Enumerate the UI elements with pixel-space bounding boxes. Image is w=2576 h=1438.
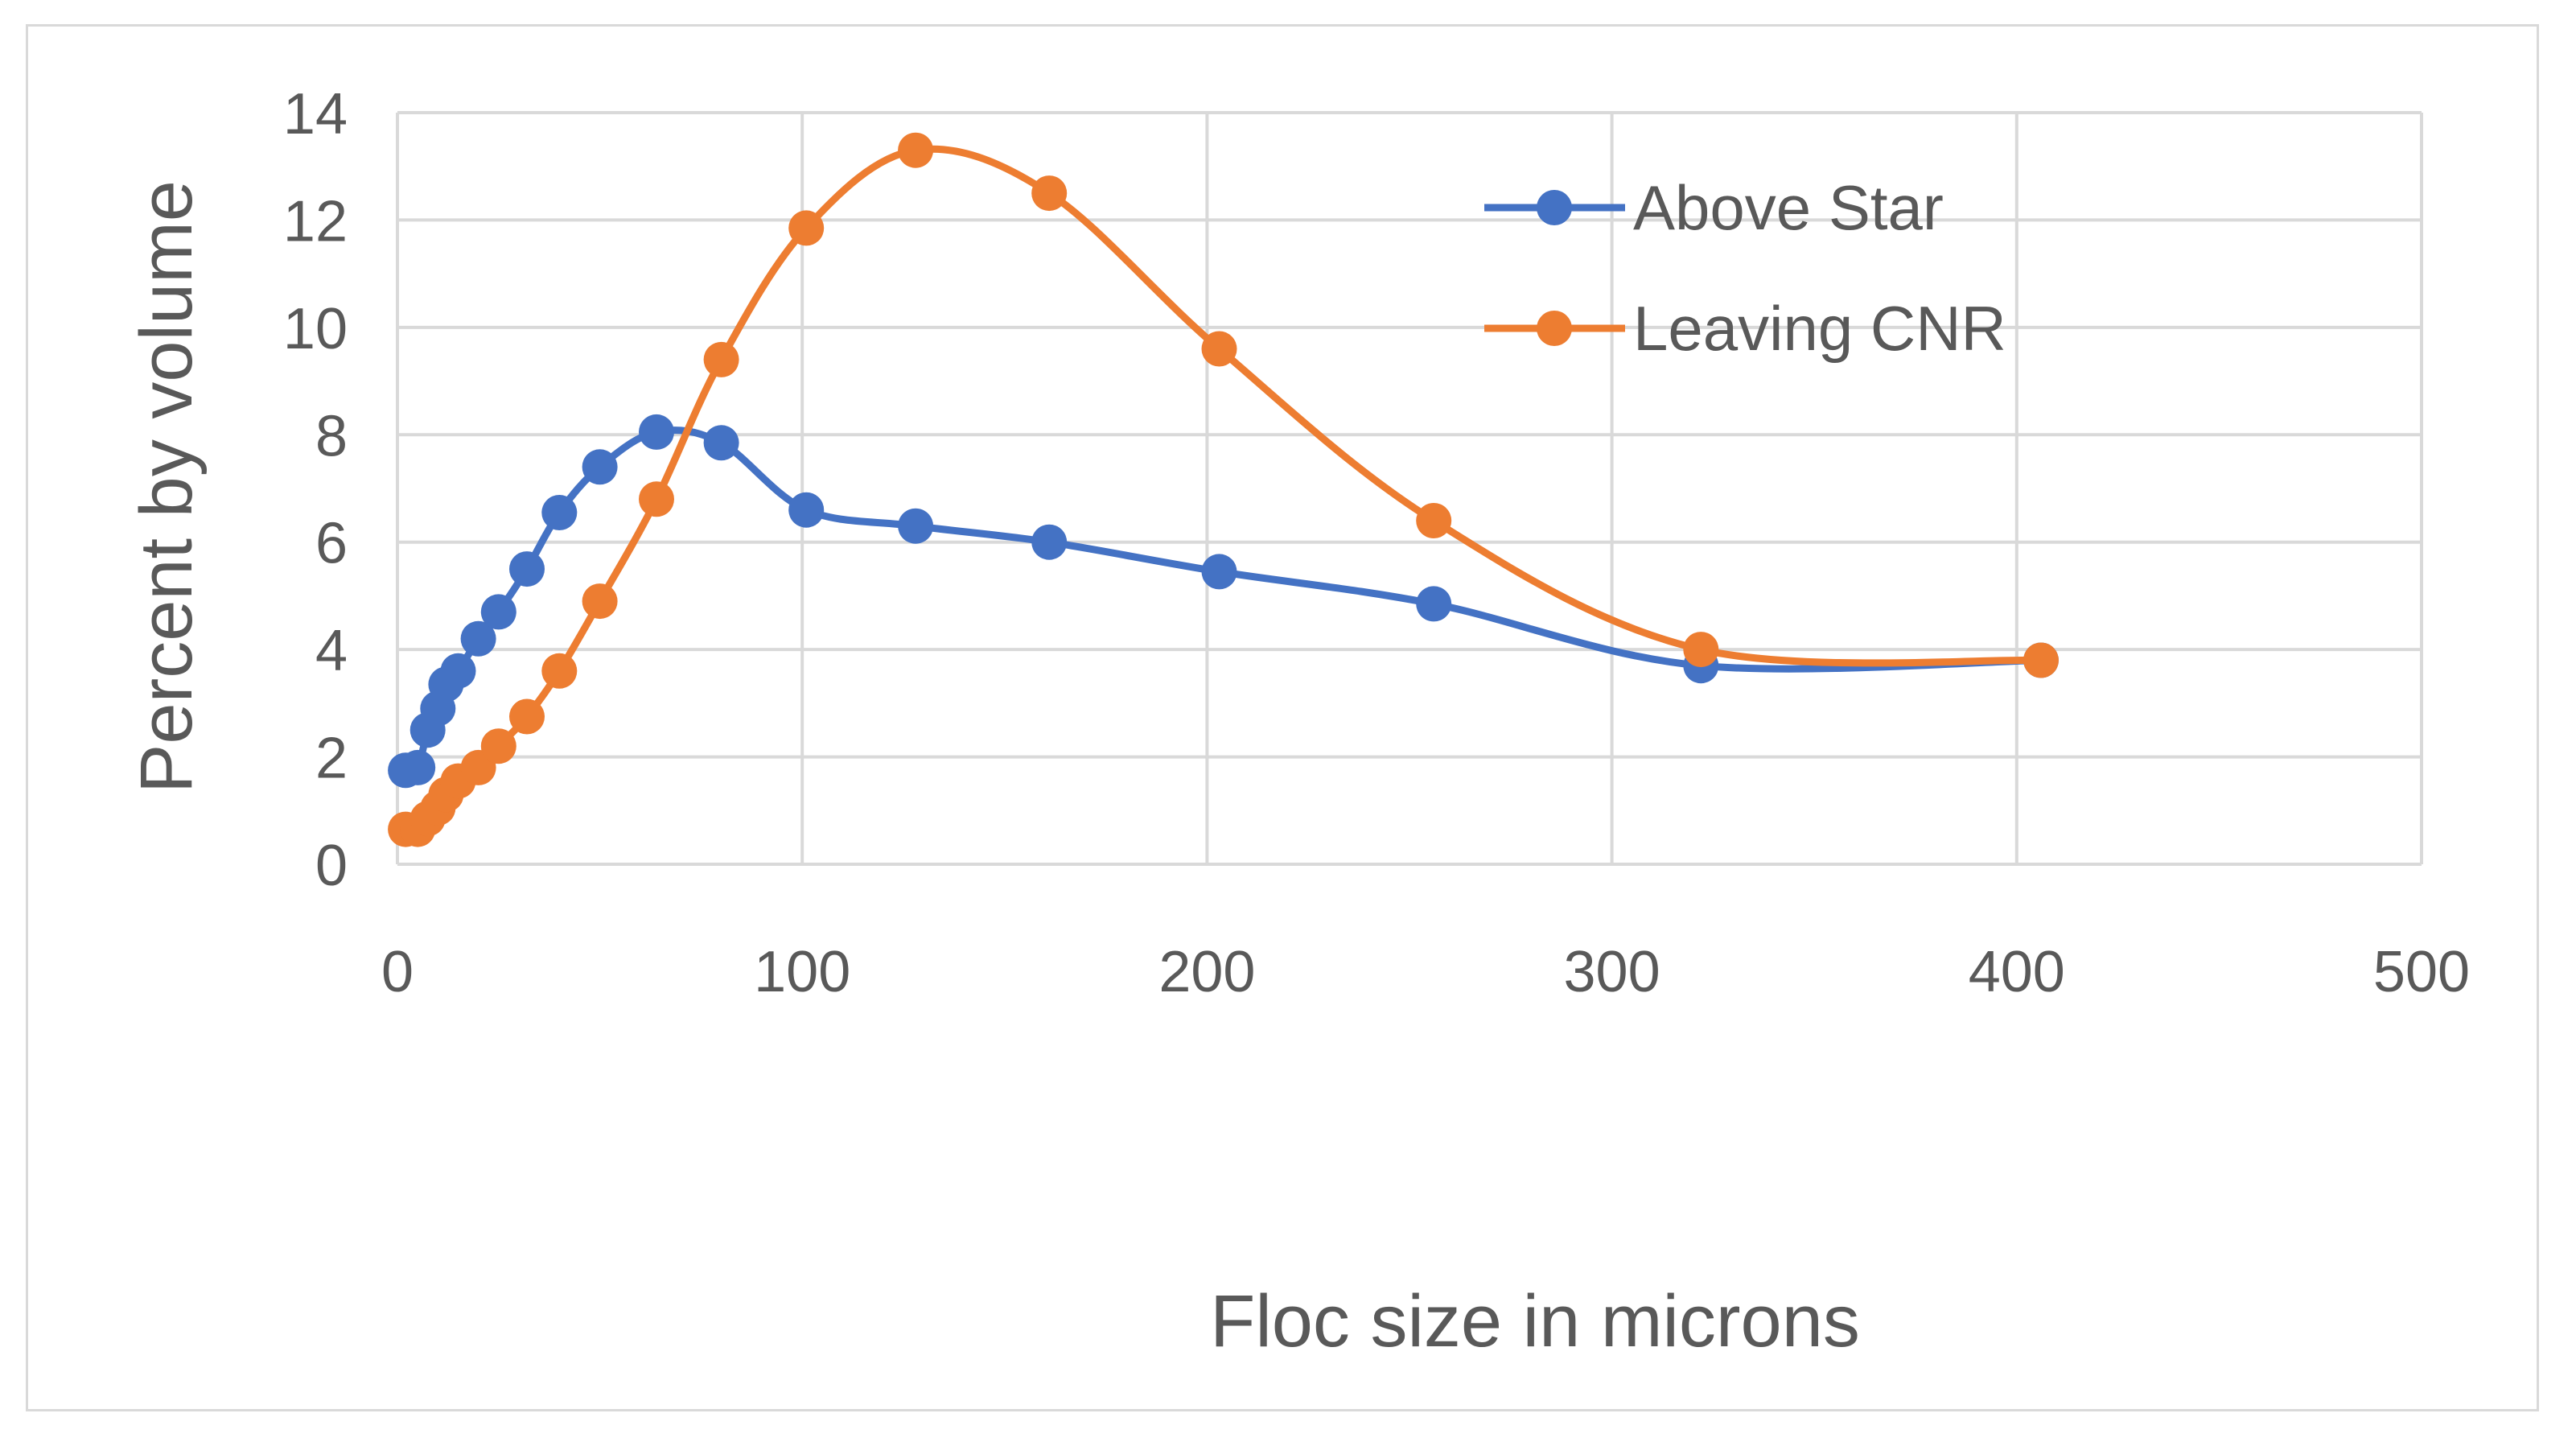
- y-tick-label: 10: [283, 297, 348, 361]
- data-point-leaving-cnr: [1201, 331, 1237, 367]
- data-point-above-star: [1031, 524, 1068, 560]
- y-tick-label: 2: [315, 727, 348, 791]
- data-point-above-star: [788, 492, 825, 528]
- series-layer: [388, 132, 2059, 847]
- x-tick-labels: 0 100 200 300 400 500: [381, 940, 2470, 1004]
- data-point-leaving-cnr: [541, 653, 578, 689]
- data-point-leaving-cnr: [1683, 632, 1719, 668]
- data-point-above-star: [440, 653, 476, 689]
- data-point-above-star: [582, 449, 618, 485]
- legend-marker-above-star: [1537, 190, 1572, 225]
- legend-item-leaving-cnr: Leaving CNR: [1484, 293, 2006, 364]
- data-point-leaving-cnr: [509, 698, 545, 735]
- x-tick-label: 500: [2373, 940, 2470, 1004]
- y-tick-label: 0: [315, 834, 348, 898]
- data-point-leaving-cnr: [1416, 503, 1452, 538]
- legend-item-above-star: Above Star: [1484, 172, 1944, 243]
- data-point-above-star: [703, 425, 739, 461]
- data-point-leaving-cnr: [480, 728, 516, 764]
- x-tick-label: 200: [1158, 940, 1255, 1004]
- legend-label-above-star: Above Star: [1633, 172, 1944, 243]
- data-point-above-star: [639, 414, 674, 450]
- data-point-above-star: [541, 495, 578, 530]
- series-above-star: [388, 414, 2059, 789]
- y-tick-labels: 0 2 4 6 8 10 12 14: [283, 82, 348, 898]
- y-tick-label: 4: [315, 619, 348, 683]
- y-tick-label: 6: [315, 512, 348, 576]
- data-point-leaving-cnr: [582, 583, 618, 620]
- legend: Above Star Leaving CNR: [1484, 172, 2006, 364]
- x-tick-label: 400: [1969, 940, 2065, 1004]
- series-leaving-cnr: [388, 132, 2059, 847]
- data-point-above-star: [1201, 554, 1237, 590]
- gridlines: [396, 111, 2423, 866]
- y-tick-label: 12: [283, 189, 348, 253]
- data-point-above-star: [898, 508, 934, 544]
- data-point-leaving-cnr: [2023, 642, 2059, 678]
- x-tick-label: 100: [754, 940, 850, 1004]
- legend-label-leaving-cnr: Leaving CNR: [1633, 293, 2006, 364]
- data-point-above-star: [480, 594, 516, 630]
- legend-marker-leaving-cnr: [1537, 311, 1572, 346]
- data-point-leaving-cnr: [639, 481, 674, 517]
- data-point-leaving-cnr: [788, 210, 825, 246]
- x-tick-label: 300: [1564, 940, 1660, 1004]
- x-tick-label: 0: [381, 940, 414, 1004]
- data-point-above-star: [460, 620, 496, 657]
- data-point-leaving-cnr: [1031, 175, 1068, 212]
- data-point-above-star: [400, 749, 436, 785]
- y-tick-label: 14: [283, 82, 348, 146]
- series-line-above-star: [401, 426, 2045, 776]
- data-point-above-star: [1416, 586, 1452, 622]
- y-tick-label: 8: [315, 404, 348, 468]
- y-axis-title: Percent by volume: [126, 180, 208, 793]
- data-point-above-star: [509, 551, 545, 587]
- data-point-leaving-cnr: [703, 341, 739, 377]
- x-axis-title: Floc size in microns: [1210, 1280, 1860, 1362]
- data-point-leaving-cnr: [898, 132, 934, 168]
